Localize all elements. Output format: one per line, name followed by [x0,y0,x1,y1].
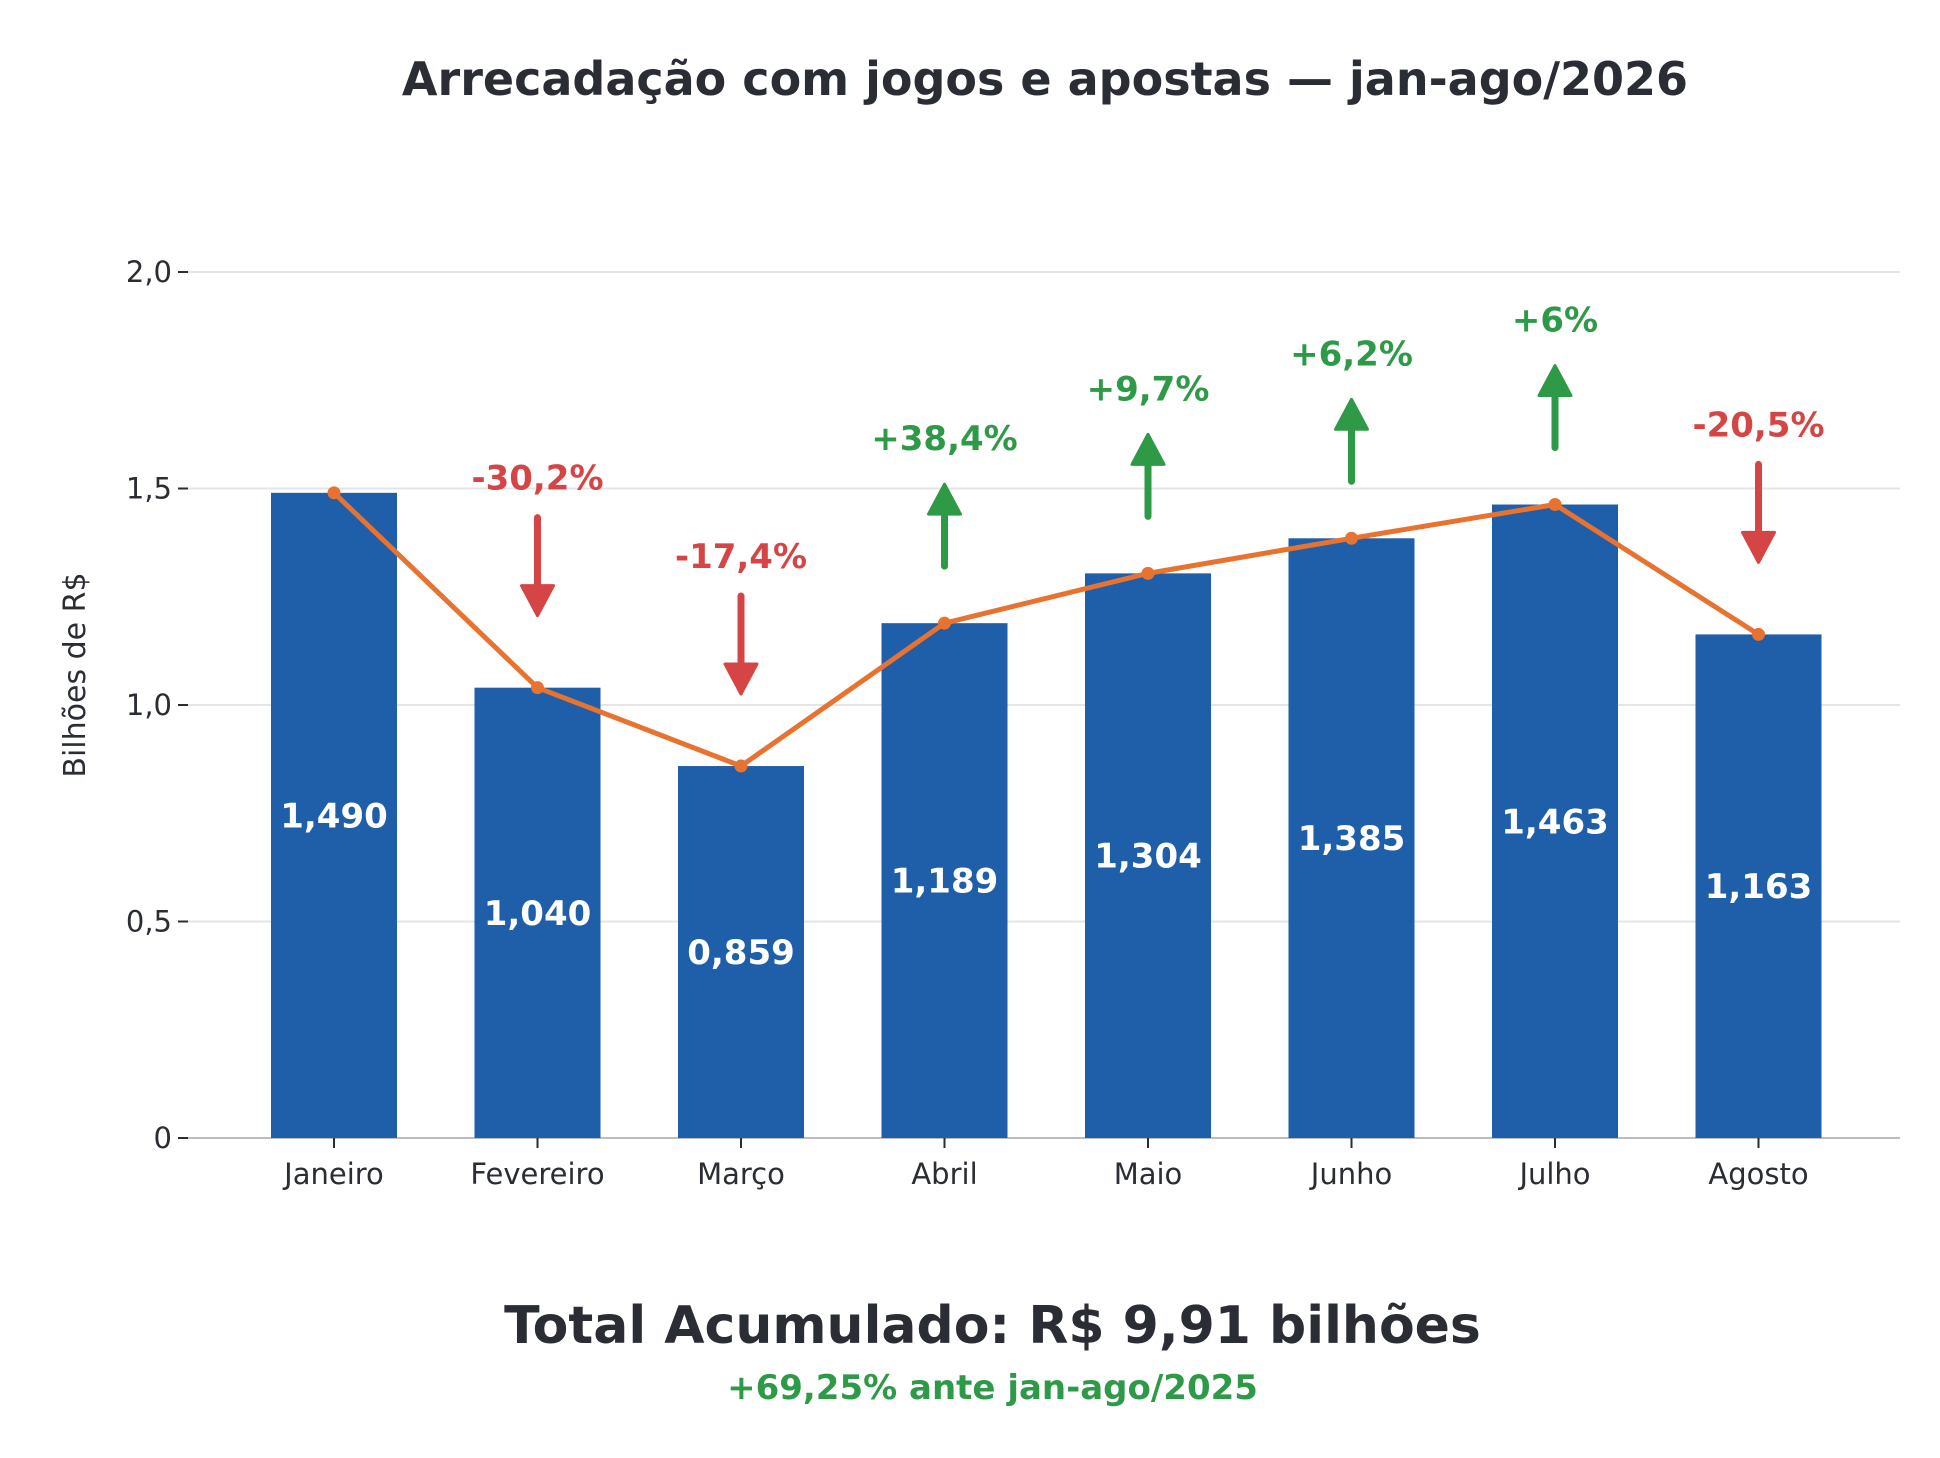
change-label: +9,7% [1087,369,1210,409]
change-label: -30,2% [471,459,603,499]
bar-value-label: 1,463 [1501,802,1609,842]
arrow-up-icon [1334,397,1369,431]
bar-value-label: 0,859 [687,933,795,973]
x-tick-label: Abril [911,1157,977,1191]
bar-janeiro [271,492,397,1139]
trend-line [332,491,1760,769]
bar-value-label: 1,163 [1705,867,1813,907]
change-label: +6% [1512,301,1598,341]
total-accumulated: Total Acumulado: R$ 9,91 bilhões [504,1296,1481,1356]
bar-value-label: 1,490 [280,796,388,836]
arrow-down-icon [723,662,759,696]
chart-title: Arrecadação com jogos e apostas — jan-ag… [401,52,1689,106]
x-tick-label: Março [697,1157,785,1191]
x-tick-label: Agosto [1708,1157,1808,1191]
trend-point [531,681,544,695]
x-tick-label: Julho [1517,1157,1590,1191]
trend-point [1548,498,1562,512]
change-label: +6,2% [1290,334,1413,374]
x-tick-label: Fevereiro [470,1157,604,1191]
change-label: -20,5% [1692,405,1824,445]
bar-junho [1288,538,1415,1138]
bar-agosto [1695,634,1822,1138]
y-axis-title: Bilhões de R$ [58,572,93,777]
bar-fevereiro [474,687,601,1138]
trend-point [1141,566,1155,580]
bar-value-label: 1,040 [484,894,592,934]
x-tick-label: Janeiro [282,1157,384,1191]
trend-point [327,486,341,500]
trend-point [1752,627,1765,641]
trend-point [938,616,951,630]
arrow-down-icon [520,584,555,618]
bar-março [678,766,804,1138]
y-tick-label: 2,0 [126,255,172,289]
change-label: +38,4% [871,419,1017,459]
bar-abril [881,623,1008,1138]
arrow-up-icon [1130,432,1166,466]
change-label: -17,4% [675,537,807,577]
x-tick-label: Junho [1309,1157,1392,1191]
trend-point [734,759,748,773]
bar-value-label: 1,304 [1094,837,1202,877]
trend-point [1345,531,1358,545]
arrow-down-icon [1741,530,1776,564]
y-tick-label: 0,5 [126,905,172,939]
arrow-up-icon [927,482,962,516]
bar-maio [1085,573,1211,1138]
total-comparison: +69,25% ante jan-ago/2025 [727,1368,1258,1408]
bar-value-label: 1,385 [1298,819,1406,859]
bar-julho [1492,504,1618,1138]
bar-value-label: 1,189 [891,862,999,902]
y-tick-label: 0 [154,1121,172,1155]
x-tick-label: Maio [1114,1157,1183,1191]
y-tick-label: 1,5 [126,472,172,506]
y-tick-label: 1,0 [126,688,172,722]
arrow-up-icon [1537,364,1573,398]
